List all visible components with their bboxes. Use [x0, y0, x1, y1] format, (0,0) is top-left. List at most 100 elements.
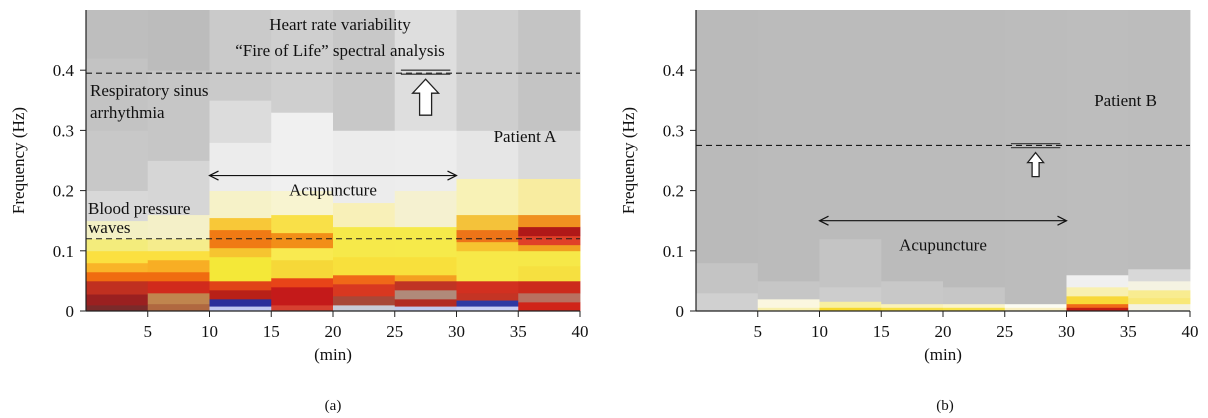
- patient-label: Patient B: [1094, 91, 1157, 110]
- panel-b: 5 10 15 20 25 30 35 40 0 0.1 0.2 0.3 0.4 Frequency (H…: [619, 10, 1199, 414]
- heatmap-cell: [271, 259, 334, 279]
- heatmap-cell: [86, 250, 149, 264]
- heatmap-cell: [518, 178, 581, 216]
- x-tick-label: 20: [325, 322, 342, 341]
- heatmap-cell: [86, 262, 149, 273]
- heatmap-cell: [943, 303, 1006, 308]
- heatmap-cell: [271, 286, 334, 306]
- heatmap-cell: [518, 265, 581, 282]
- panel-a: 5 10 15 20 25 30 35 40 0 0.1 0.2 0.3 0.4 Frequency (H…: [9, 10, 589, 414]
- arrowhead-left-icon: [208, 170, 219, 181]
- panel-label: (b): [936, 398, 954, 414]
- heatmap-cell: [209, 298, 272, 307]
- heatmap-cell: [333, 283, 396, 297]
- heatmap-cell: [394, 274, 457, 282]
- heatmap-cell: [518, 250, 581, 267]
- x-tick-label: 10: [201, 322, 218, 341]
- x-tick-label: 30: [448, 322, 465, 341]
- heatmap-cell: [394, 298, 457, 307]
- heatmap-cell: [518, 10, 581, 131]
- heatmap-cell: [147, 280, 210, 294]
- heatmap-cell: [147, 160, 210, 216]
- heatmap-cell: [1066, 274, 1129, 288]
- x-tick-label: 35: [510, 322, 527, 341]
- heatmap-cell: [209, 289, 272, 300]
- heatmap-cell: [147, 214, 210, 240]
- x-axis-label: (min): [314, 345, 352, 364]
- heatmap-cell: [271, 304, 334, 312]
- x-axis-label: (min): [924, 345, 962, 364]
- heatmap-cell: [394, 306, 457, 312]
- heatmap-cell: [819, 10, 882, 240]
- heatmap-cell: [696, 262, 759, 294]
- heatmap-cell: [456, 214, 519, 231]
- heatmap-cell: [86, 130, 149, 191]
- heatmap-cell: [86, 271, 149, 282]
- up-arrow-icon: [1026, 151, 1045, 178]
- heatmap-cell: [209, 190, 272, 219]
- heatmap-cell: [819, 238, 882, 288]
- heatmap-cell: [518, 235, 581, 246]
- heatmap-cell: [147, 10, 210, 71]
- x-tick-label: 35: [1120, 322, 1137, 341]
- heatmap-cell: [86, 280, 149, 295]
- heatmap-cell: [1066, 286, 1129, 297]
- heatmap-cell: [271, 247, 334, 261]
- heatmap-cell: [456, 130, 519, 179]
- heatmap-cell: [1128, 10, 1191, 270]
- heatmap-cells: [86, 10, 581, 312]
- heatmap-cell: [147, 250, 210, 261]
- heatmap-cell: [271, 190, 334, 216]
- heatmap-cell: [147, 271, 210, 282]
- y-tick-label: 0.2: [663, 182, 684, 201]
- y-axis-label: Frequency (Hz): [9, 107, 28, 214]
- heatmap-cell: [333, 130, 396, 204]
- heatmap-cell: [271, 277, 334, 288]
- heatmap-cell: [456, 178, 519, 216]
- heatmap-cell: [333, 10, 396, 131]
- heatmap-cell: [147, 70, 210, 161]
- heatmap-cell: [333, 226, 396, 258]
- heatmap-cell: [209, 142, 272, 191]
- heatmap-cell: [333, 202, 396, 228]
- arrowhead-right-icon: [1057, 215, 1068, 226]
- heatmap-cell: [881, 303, 944, 308]
- heatmap-cell: [819, 286, 882, 302]
- heatmap-cell: [86, 238, 149, 252]
- heatmap-cell: [456, 300, 519, 307]
- heatmap-cell: [1128, 268, 1191, 282]
- x-tick-label: 15: [873, 322, 890, 341]
- heatmap-cell: [333, 274, 396, 285]
- heatmap-cell: [456, 306, 519, 312]
- patient-label: Patient A: [494, 127, 558, 146]
- arrowhead-right-icon: [447, 170, 458, 181]
- heatmap-cell: [333, 304, 396, 312]
- heatmap-cell: [757, 307, 820, 312]
- reference-line-label: Respiratory sinus: [90, 81, 209, 100]
- heatmap-cell: [394, 190, 457, 228]
- heatmap-cell: [1128, 297, 1191, 305]
- y-tick-label: 0.1: [53, 242, 74, 261]
- heatmap-cell: [1128, 280, 1191, 291]
- heatmap-cell: [86, 304, 149, 312]
- heatmap-cell: [271, 112, 334, 191]
- heatmap-cell: [394, 280, 457, 291]
- heatmap-cell: [209, 100, 272, 143]
- heatmap-cell: [1066, 303, 1129, 308]
- x-tick-label: 5: [754, 322, 763, 341]
- heatmap-cell: [456, 250, 519, 282]
- heatmap-cell: [86, 220, 149, 240]
- heatmap-cell: [757, 280, 820, 300]
- heatmap-cell: [86, 294, 149, 306]
- heatmap-cell: [147, 259, 210, 273]
- heatmap-cell: [1004, 303, 1067, 308]
- heatmap-cell: [333, 295, 396, 306]
- y-tick-label: 0: [676, 302, 685, 321]
- heatmap-cell: [518, 214, 581, 228]
- x-tick-label: 25: [996, 322, 1013, 341]
- heatmap-cell: [819, 307, 882, 312]
- heatmap-cell: [209, 280, 272, 291]
- y-tick-label: 0.1: [663, 242, 684, 261]
- x-tick-label: 30: [1058, 322, 1075, 341]
- heatmap-cell: [86, 190, 149, 222]
